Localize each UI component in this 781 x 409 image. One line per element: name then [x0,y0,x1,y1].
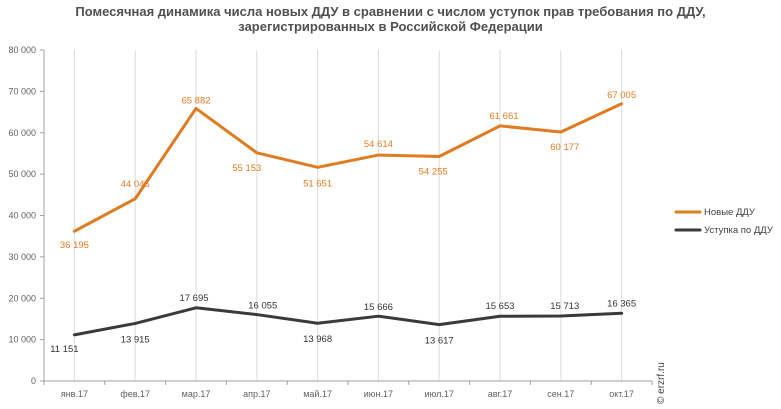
series-line-1 [72,102,624,233]
y-tick-label: 20 000 [8,293,36,303]
data-label: 61 661 [489,111,518,122]
data-label: 13 915 [121,334,150,345]
series [72,102,624,337]
data-label: 67 005 [607,90,636,101]
data-label: 15 653 [485,301,514,312]
data-label: 13 617 [425,336,454,347]
x-tick-label: июл.17 [425,389,454,399]
x-tick-label: мар.17 [182,389,211,399]
data-label: 51 651 [303,178,332,189]
legend: Новые ДДУ Уступка по ДДУ [674,207,774,236]
y-tick-label: 0 [31,376,36,386]
y-tick-label: 30 000 [8,252,36,262]
data-label: 55 153 [232,163,261,174]
x-tick-label: окт.17 [609,389,634,399]
data-label: 54 255 [419,167,448,178]
grid [73,50,623,381]
x-tick-label: июн.17 [364,389,393,399]
y-tick-label: 80 000 [8,45,36,55]
data-labels: 36 195 44 046 65 882 55 153 51 651 54 614 54 2… [50,90,636,355]
data-label: 16 365 [607,298,636,309]
x-tick-label: фев.17 [120,389,150,399]
chart-title: Помесячная динамика числа новых ДДУ в ср… [0,4,781,34]
data-label: 11 151 [50,344,78,355]
y-tick-label: 10 000 [8,335,36,345]
y-tick-label: 50 000 [8,169,36,179]
chart-title-line-1: Помесячная динамика числа новых ДДУ в ср… [75,4,706,19]
y-tick-label: 40 000 [8,211,36,221]
x-tick-label: сен.17 [547,389,574,399]
data-label: 44 046 [121,179,150,190]
data-label: 13 968 [303,334,332,345]
series-line-2 [72,306,624,337]
data-label: 15 666 [364,302,393,313]
y-tick-label: 60 000 [8,128,36,138]
legend-label: Новые ДДУ [704,207,756,218]
x-tick-label: авг.17 [488,389,512,399]
chart-title-line-2: зарегистрированных в Российской Федераци… [238,19,543,34]
x-tick-label: май.17 [303,389,332,399]
data-label: 54 614 [364,139,393,150]
x-tick-label: янв.17 [61,389,88,399]
x-tick-label: апр.17 [243,389,270,399]
data-label: 60 177 [550,142,579,153]
legend-label: Уступка по ДДУ [704,225,774,236]
data-label: 17 695 [179,293,208,304]
watermark-text: © erzrf.ru [656,362,667,404]
y-tick-label: 70 000 [8,86,36,96]
axes: 0 10 000 20 000 30 000 40 000 50 000 60 000 70 … [8,45,653,399]
data-label: 36 195 [60,240,89,251]
data-label: 65 882 [181,95,210,106]
data-label: 16 055 [248,301,277,312]
data-label: 15 713 [550,301,579,312]
